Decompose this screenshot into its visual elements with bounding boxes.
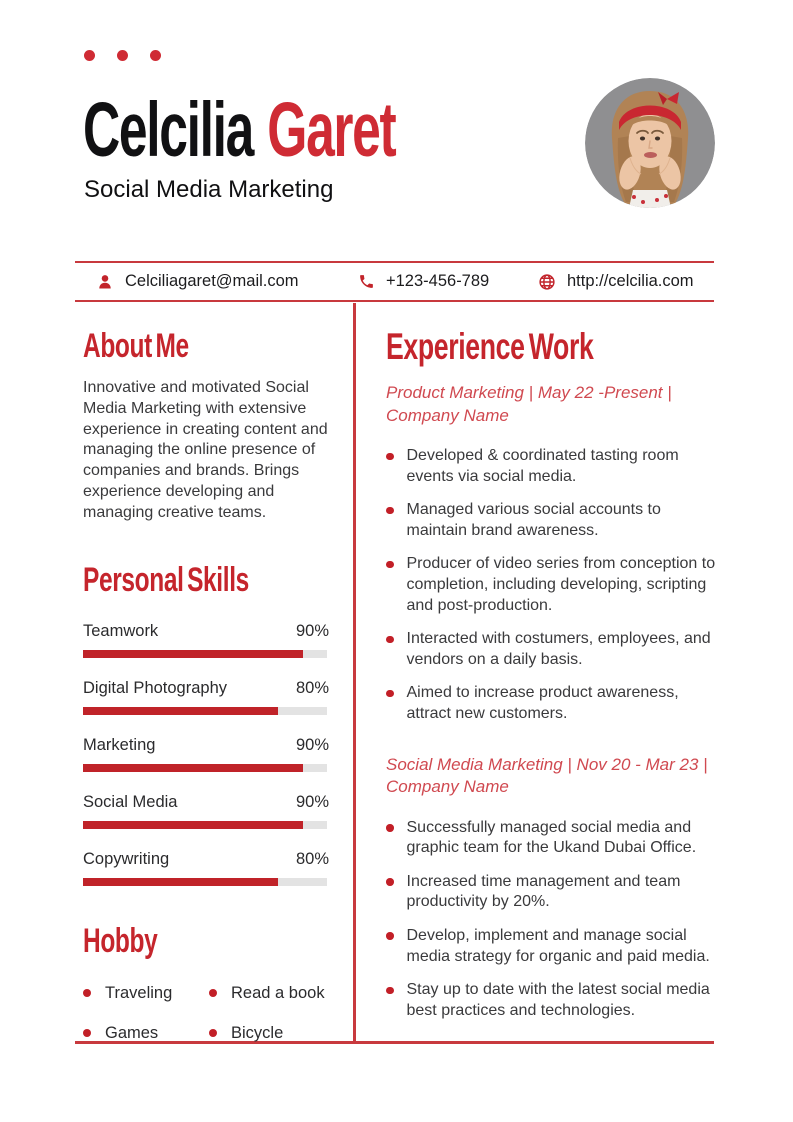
- contact-website-text: http://celcilia.com: [567, 272, 694, 290]
- job-bullet: Developed & coordinated tasting room eve…: [386, 446, 716, 487]
- job-bullet: Managed various social accounts to maint…: [386, 500, 716, 541]
- job-entry: Social Media Marketing | Nov 20 - Mar 23…: [386, 754, 716, 1022]
- hobby-section: Hobby Traveling Read a book Games Bicycl…: [83, 922, 329, 1043]
- bullet-dot-icon: [386, 560, 394, 569]
- profile-photo: [585, 78, 715, 208]
- bullet-dot-icon: [386, 689, 394, 698]
- job-title-subtitle: Social Media Marketing: [84, 176, 334, 203]
- job-bullet: Producer of video series from conception…: [386, 554, 716, 616]
- decor-dot: [150, 50, 161, 61]
- skill-bar-fill: [83, 820, 303, 829]
- contact-email-text: Celciliagaret@mail.com: [125, 272, 299, 290]
- skill-item: Digital Photography 80%: [83, 679, 329, 715]
- bullet-dot-icon: [83, 1029, 91, 1038]
- skill-item: Marketing 90%: [83, 736, 329, 772]
- hobby-label: Traveling: [105, 983, 173, 1002]
- skill-item: Social Media 90%: [83, 793, 329, 829]
- skill-label: Copywriting: [83, 849, 170, 868]
- skill-value: 90%: [295, 621, 329, 640]
- skill-bar: [83, 877, 327, 886]
- skill-bar: [83, 649, 327, 658]
- skill-bar-fill: [83, 763, 303, 772]
- decor-dot: [117, 50, 128, 61]
- bullet-dot-icon: [386, 986, 394, 995]
- skill-bar: [83, 820, 327, 829]
- experience-column: Experience Work Product Marketing | May …: [386, 327, 716, 1034]
- hobby-item: Read a book: [209, 984, 329, 1003]
- first-name: Celcilia: [83, 87, 254, 173]
- bullet-dot-icon: [386, 506, 394, 515]
- contact-phone-text: +123-456-789: [386, 272, 490, 290]
- bullet-dot-icon: [386, 932, 394, 940]
- bullet-dot-icon: [386, 878, 394, 886]
- skill-label: Teamwork: [83, 621, 159, 640]
- skill-value: 80%: [295, 849, 329, 868]
- job-bullet: Aimed to increase product awareness, att…: [386, 683, 716, 724]
- job-bullet: Develop, implement and manage social med…: [386, 926, 716, 967]
- skill-bar-fill: [83, 706, 279, 715]
- skill-value: 90%: [295, 792, 329, 811]
- hobby-item: Traveling: [83, 984, 209, 1003]
- bullet-dot-icon: [386, 452, 394, 460]
- job-entry: Product Marketing | May 22 -Present | Co…: [386, 382, 716, 725]
- hobby-item: Bicycle: [209, 1024, 329, 1043]
- skill-label: Marketing: [83, 735, 156, 754]
- skill-value: 90%: [295, 735, 329, 754]
- bottom-divider-line: [75, 1041, 714, 1044]
- bullet-dot-icon: [386, 824, 394, 832]
- left-column: About Me Innovative and motivated Social…: [83, 327, 329, 1043]
- bullet-dot-icon: [386, 635, 394, 644]
- bullet-dot-icon: [209, 989, 217, 998]
- job-bullet: Increased time management and team produ…: [386, 872, 716, 913]
- skill-bar-fill: [83, 877, 279, 886]
- skill-bar-fill: [83, 649, 303, 658]
- job-title-line: Social Media Marketing | Nov 20 - Mar 23…: [386, 754, 708, 797]
- last-name: Garet: [267, 87, 396, 173]
- hobby-heading: Hobby: [83, 921, 158, 960]
- column-divider-line: [353, 303, 356, 1043]
- job-bullet: Stay up to date with the latest social m…: [386, 980, 716, 1021]
- skill-bar: [83, 763, 327, 772]
- skill-item: Copywriting 80%: [83, 850, 329, 886]
- contact-phone[interactable]: +123-456-789: [358, 263, 489, 300]
- experience-heading: Experience Work: [386, 326, 594, 367]
- job-title-line: Product Marketing | May 22 -Present | Co…: [386, 383, 672, 425]
- decor-dot: [84, 50, 95, 61]
- hobby-label: Bicycle: [231, 1023, 284, 1042]
- name-heading: Celcilia Garet: [83, 92, 549, 169]
- decor-dots: [84, 50, 161, 61]
- about-text: Innovative and motivated Social Media Ma…: [83, 379, 328, 521]
- profile-photo-illustration: [585, 78, 715, 208]
- hobby-label: Games: [105, 1023, 159, 1042]
- skill-label: Social Media: [83, 792, 178, 811]
- skills-heading: Personal Skills: [83, 560, 249, 599]
- contact-website[interactable]: http://celcilia.com: [538, 263, 694, 300]
- skills-section: Personal Skills Teamwork 90% Digital Phot…: [83, 561, 329, 886]
- hobby-item: Games: [83, 1024, 209, 1043]
- skill-bar: [83, 706, 327, 715]
- job-bullet: Interacted with costumers, employees, an…: [386, 629, 716, 670]
- bullet-dot-icon: [209, 1029, 217, 1038]
- bullet-dot-icon: [83, 989, 91, 998]
- job-bullet: Successfully managed social media and gr…: [386, 818, 716, 859]
- phone-icon: [360, 275, 373, 288]
- hobby-label: Read a book: [231, 983, 325, 1002]
- contact-bar: Celciliagaret@mail.com +123-456-789 http…: [75, 261, 714, 302]
- globe-icon: [539, 273, 555, 290]
- contact-email[interactable]: Celciliagaret@mail.com: [96, 263, 299, 300]
- skill-value: 80%: [295, 678, 329, 697]
- person-icon: [99, 274, 111, 288]
- skill-label: Digital Photography: [83, 678, 228, 697]
- skill-item: Teamwork 90%: [83, 622, 329, 658]
- about-heading: About Me: [83, 327, 189, 365]
